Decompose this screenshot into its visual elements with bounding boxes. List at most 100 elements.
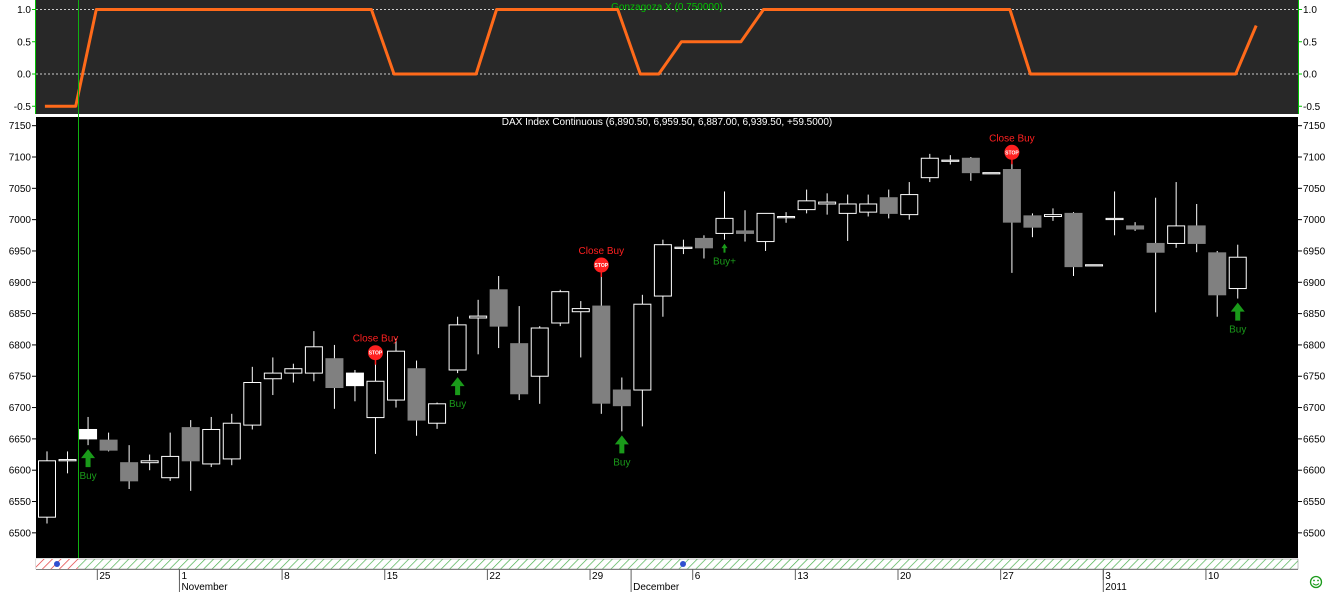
price-y-tick-label: 6800 <box>1303 340 1326 351</box>
candle-body <box>838 203 857 214</box>
up-arrow-icon <box>81 449 96 468</box>
candle-body <box>1105 217 1124 221</box>
candle <box>1126 222 1145 231</box>
candle <box>838 194 857 241</box>
signal-label: Buy+ <box>713 257 736 268</box>
candle-body <box>181 427 200 462</box>
candlestick-series <box>38 153 1247 524</box>
indicator-y-tick-label: 0.5 <box>17 37 31 48</box>
candle-body <box>510 343 529 395</box>
signal-buy: Buy <box>449 377 466 410</box>
candle <box>140 454 159 471</box>
candle <box>181 420 200 491</box>
time-axis <box>36 569 1298 592</box>
candle-body <box>859 203 878 213</box>
candle <box>530 326 549 404</box>
stop-sign-icon: STOP <box>1004 144 1020 165</box>
candle-body <box>366 380 385 419</box>
stop-sign-icon: STOP <box>367 345 383 365</box>
time-day-label: 22 <box>489 571 501 582</box>
stop-sign-label: STOP <box>595 263 609 269</box>
price-y-tick-label: 6900 <box>9 278 32 289</box>
time-day-label: 10 <box>1208 571 1220 582</box>
price-y-tick-label: 7100 <box>9 153 32 164</box>
candle <box>571 301 590 358</box>
signal-buy: Buy <box>79 449 97 482</box>
candle-body <box>736 230 755 234</box>
smiley-icon[interactable] <box>1309 575 1323 589</box>
indicator-pane[interactable] <box>36 0 1298 114</box>
signal-close: Close Buy STOP <box>989 133 1035 165</box>
price-y-tick-label: 6700 <box>1303 403 1326 414</box>
candle-body <box>982 172 1001 175</box>
candle <box>715 191 734 240</box>
price-y-tick-label: 6850 <box>1303 309 1326 320</box>
time-month-label: November <box>181 582 228 592</box>
candle <box>79 416 98 446</box>
price-y-tick-label: 6950 <box>9 246 32 257</box>
candle <box>1023 213 1042 238</box>
price-y-tick-label: 6750 <box>1303 372 1326 383</box>
candle <box>1187 203 1206 253</box>
candle-body <box>140 460 159 464</box>
candle <box>263 357 282 396</box>
candle-body <box>284 368 303 374</box>
price-y-tick-label: 7050 <box>1303 184 1326 195</box>
price-title: DAX Index Continuous (6,890.50, 6,959.50… <box>502 117 833 128</box>
signal-label: Buy <box>79 471 96 482</box>
candle <box>510 306 529 401</box>
time-day-label: 1 <box>181 571 187 582</box>
candle <box>202 416 221 468</box>
scrollbar-mid-handle-icon[interactable] <box>680 561 686 567</box>
candle <box>736 210 755 242</box>
candle-body <box>592 305 611 404</box>
price-y-tick-label: 6700 <box>9 403 32 414</box>
candle-body <box>407 368 426 421</box>
time-scrollbar[interactable] <box>35 558 1299 570</box>
candle <box>1167 182 1186 248</box>
candle-body <box>1002 169 1021 223</box>
candle <box>99 432 118 452</box>
candle <box>1043 208 1062 221</box>
candle <box>1146 197 1165 313</box>
candle-body <box>797 200 816 211</box>
candle-body <box>920 157 939 179</box>
candle <box>756 212 775 251</box>
candle <box>325 344 344 409</box>
price-pane[interactable] <box>36 117 1298 558</box>
indicator-y-tick-label: 0.0 <box>17 70 31 81</box>
candle <box>1105 191 1124 236</box>
signal-buy-small: Buy+ <box>713 243 736 268</box>
candle-body <box>1228 256 1247 290</box>
time-axis-ticks: 25 1 8 15 22 29 6 13 20 27 3 10 November December 2011 <box>96 569 1220 592</box>
candle-body <box>941 159 960 162</box>
price-y-tick-label: 6900 <box>1303 278 1326 289</box>
candle <box>243 366 262 430</box>
time-day-label: 8 <box>284 571 290 582</box>
time-day-label: 20 <box>900 571 912 582</box>
candle <box>612 377 631 432</box>
candle <box>1064 212 1083 277</box>
time-day-label: 15 <box>387 571 399 582</box>
price-y-tick-label: 7150 <box>9 121 32 132</box>
pane-divider[interactable] <box>0 114 1336 117</box>
candle-body <box>58 459 77 462</box>
candle <box>592 276 611 414</box>
candle-body <box>818 201 837 205</box>
candle-body <box>428 403 447 424</box>
time-day-label: 25 <box>99 571 111 582</box>
time-month-label: 2011 <box>1105 582 1127 592</box>
candle-body <box>1208 252 1227 296</box>
signal-buy: Buy <box>613 435 630 468</box>
candle <box>284 363 303 383</box>
candle <box>551 289 570 327</box>
candle-body <box>99 439 118 451</box>
up-arrow-icon <box>721 243 728 253</box>
candle <box>900 182 919 220</box>
time-month-label: December <box>633 582 680 592</box>
price-y-tick-label: 6750 <box>9 372 32 383</box>
signal-buy: Buy <box>1229 302 1246 336</box>
candle-body <box>879 197 898 214</box>
scrollbar-left-handle-icon[interactable] <box>54 561 60 567</box>
signal-label: Close Buy <box>353 334 399 345</box>
